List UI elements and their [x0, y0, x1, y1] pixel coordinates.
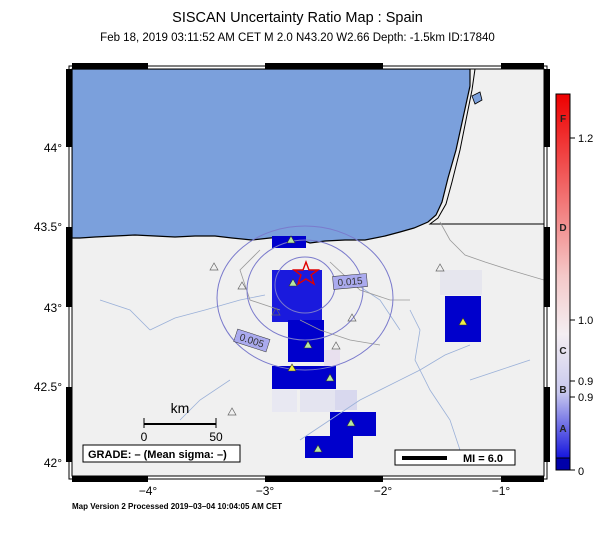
- mi-legend: MI = 6.0: [463, 453, 503, 465]
- contour-label-0015: 0.015: [337, 276, 363, 289]
- map-area: 0.015 0.005 km 0 50 GRADE: – (Mean sigma…: [72, 69, 544, 476]
- colorbar: F D C B A 1.2 1.0 0.9 0.9 0: [555, 93, 593, 478]
- scale-tick-0: 0: [141, 430, 148, 444]
- contour-labels: 0.015 0.005: [233, 273, 368, 353]
- map-title: SISCAN Uncertainty Ratio Map : Spain: [172, 10, 423, 26]
- grade-letter-C: C: [559, 346, 566, 357]
- grade-box: GRADE: – (Mean sigma: –): [88, 449, 227, 461]
- grade-letter-A: A: [559, 424, 566, 435]
- frame-ticks: [66, 63, 550, 482]
- uncertainty-cells: [272, 236, 482, 458]
- cb-val-1-0: 1.0: [578, 315, 593, 327]
- lat-44: 44°: [44, 141, 62, 155]
- rivers: [99, 279, 531, 451]
- grade-letter-F: F: [560, 114, 566, 125]
- scale-tick-50: 50: [209, 430, 223, 444]
- cb-val-0: 0: [578, 466, 584, 478]
- epicenter-star: [291, 260, 321, 286]
- lat-42: 42°: [44, 456, 62, 470]
- cb-val-1-2: 1.2: [578, 133, 593, 145]
- lat-labels: 44° 43.5° 43° 42.5° 42°: [34, 141, 62, 470]
- lat-43-5: 43.5°: [34, 220, 62, 234]
- grade-letter-B: B: [559, 385, 566, 396]
- bay-of-biscay: [72, 69, 471, 244]
- grade-letter-D: D: [559, 223, 566, 234]
- lat-42-5: 42.5°: [34, 380, 62, 394]
- scale-unit: km: [171, 400, 190, 416]
- lon-labels: −4° −3° −2° −1°: [139, 484, 511, 498]
- lon-minus3: −3°: [256, 484, 275, 498]
- lat-43: 43°: [44, 301, 62, 315]
- cb-val-0-9a: 0.9: [578, 376, 593, 388]
- lon-minus1: −1°: [492, 484, 511, 498]
- scale-bar: km 0 50: [141, 400, 223, 444]
- map-subtitle: Feb 18, 2019 03:11:52 AM CET M 2.0 N43.2…: [100, 32, 495, 44]
- cb-val-0-9b: 0.9: [578, 392, 593, 404]
- stations: [209, 235, 468, 453]
- lon-minus4: −4°: [139, 484, 158, 498]
- processing-footer: Map Version 2 Processed 2019–03–04 10:04…: [72, 502, 283, 511]
- lon-minus2: −2°: [374, 484, 393, 498]
- france-coast: [428, 69, 544, 225]
